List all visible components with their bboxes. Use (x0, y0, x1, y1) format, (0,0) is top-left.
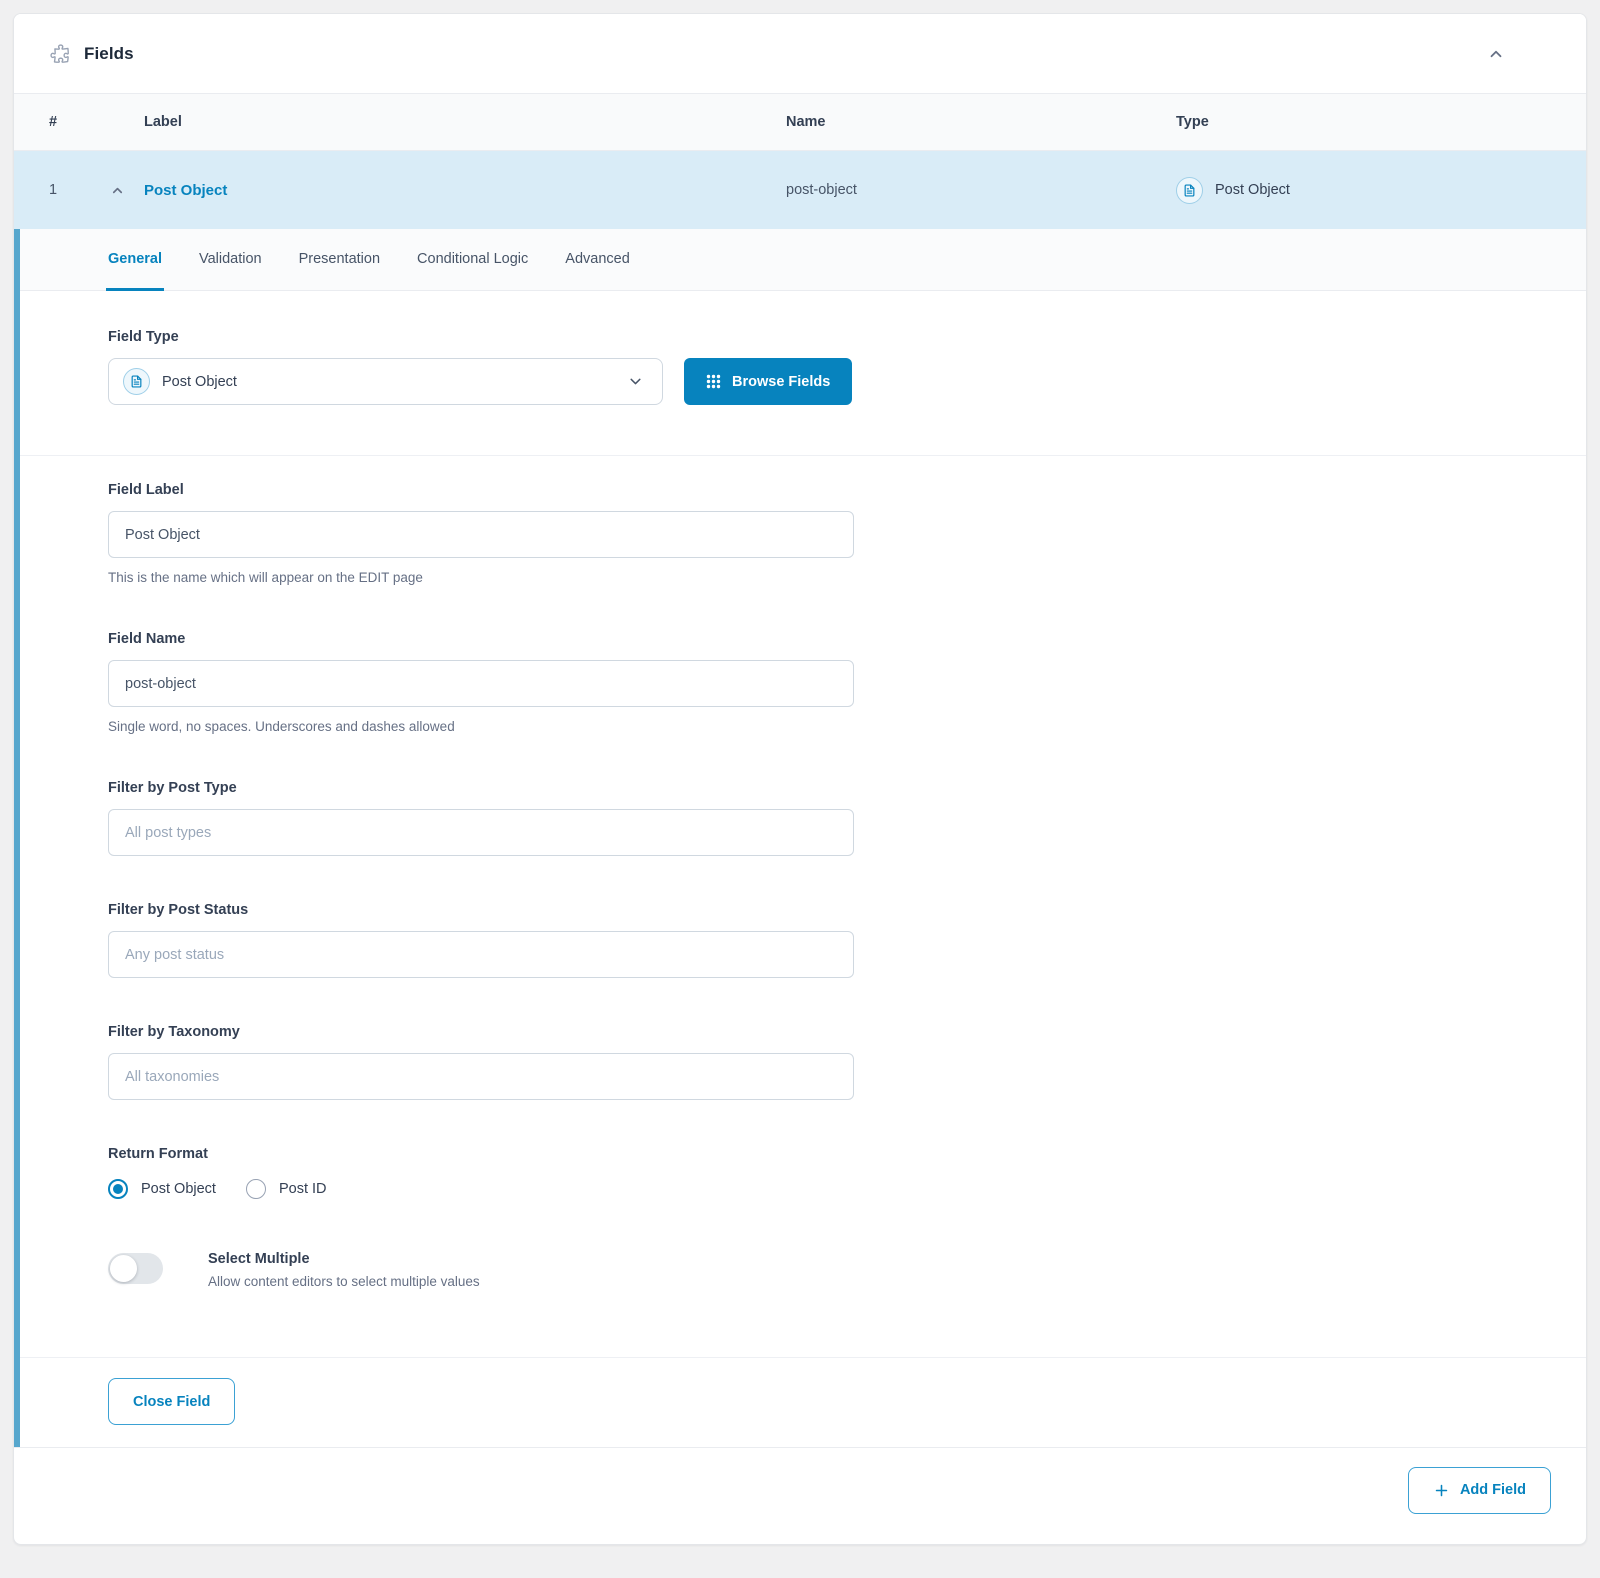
post-object-type-icon (1176, 176, 1203, 204)
return-format-label: Return Format (108, 1146, 208, 1162)
column-header-label: Label (144, 114, 182, 130)
settings-footer: Close Field (20, 1357, 1586, 1447)
return-format-options: Post Object Post ID (108, 1179, 1586, 1199)
radio-option-label: Post Object (141, 1181, 216, 1197)
close-field-button[interactable]: Close Field (108, 1378, 236, 1425)
section-divider (20, 455, 1586, 456)
field-row-name: post-object (786, 182, 857, 198)
toggle-knob (110, 1255, 137, 1282)
filter-post-status-label: Filter by Post Status (108, 902, 249, 918)
filter-post-status-input[interactable] (108, 931, 854, 978)
select-multiple-setting: Select Multiple Allow content editors to… (108, 1251, 1586, 1289)
panel-header: Fields (14, 14, 1586, 94)
filter-taxonomy-input[interactable] (108, 1053, 854, 1100)
radio-unselected-icon[interactable] (245, 1179, 266, 1199)
panel-footer: Add Field (14, 1447, 1586, 1532)
add-field-button[interactable]: Add Field (1407, 1466, 1551, 1514)
column-header-number: # (49, 114, 58, 130)
select-multiple-label: Select Multiple (208, 1251, 310, 1267)
tab-advanced[interactable]: Advanced (565, 250, 630, 267)
field-type-select[interactable]: Post Object (108, 358, 663, 405)
panel-collapse-button[interactable] (1483, 41, 1509, 67)
field-settings-panel: General Validation Presentation Conditio… (14, 229, 1586, 1447)
fields-panel: Fields # Label Name Type 1 Post Object p… (13, 13, 1587, 1545)
column-header-name: Name (786, 114, 826, 130)
filter-post-type-label: Filter by Post Type (108, 780, 237, 796)
add-field-button-label: Add Field (1459, 1482, 1526, 1498)
chevron-up-icon (1490, 50, 1502, 57)
settings-tab-bar: General Validation Presentation Conditio… (20, 229, 1586, 291)
field-row-collapse-button[interactable] (106, 179, 128, 201)
radio-option-post-object[interactable]: Post Object (108, 1179, 216, 1199)
field-row-type-label: Post Object (1215, 182, 1290, 198)
browse-fields-button[interactable]: Browse Fields (684, 358, 853, 405)
field-row-post-object[interactable]: 1 Post Object post-object Post Object (14, 151, 1586, 229)
filter-taxonomy-label: Filter by Taxonomy (108, 1024, 240, 1040)
field-label-label: Field Label (108, 482, 184, 498)
filter-post-type-input[interactable] (108, 809, 854, 856)
tab-general[interactable]: General (106, 229, 164, 291)
settings-content: Field Type Post Object (20, 291, 1586, 1289)
plus-icon (1435, 1484, 1448, 1496)
field-row-number: 1 (49, 182, 58, 198)
field-row-label-link[interactable]: Post Object (144, 181, 228, 199)
select-multiple-toggle[interactable] (108, 1253, 163, 1284)
browse-fields-button-label: Browse Fields (732, 373, 831, 390)
field-row-type: Post Object (1176, 176, 1586, 204)
panel-title: Fields (84, 43, 134, 63)
tab-presentation[interactable]: Presentation (298, 250, 381, 267)
grid-icon (706, 374, 721, 389)
field-type-label: Field Type (108, 329, 179, 345)
field-name-label: Field Name (108, 631, 186, 647)
radio-option-post-id[interactable]: Post ID (245, 1179, 327, 1199)
radio-selected-icon[interactable] (108, 1179, 128, 1199)
select-multiple-description: Allow content editors to select multiple… (208, 1274, 480, 1289)
field-label-hint: This is the name which will appear on th… (108, 570, 423, 585)
chevron-up-icon (112, 187, 122, 193)
tab-validation[interactable]: Validation (199, 250, 262, 267)
tab-conditional-logic[interactable]: Conditional Logic (417, 250, 529, 267)
field-name-input[interactable] (108, 660, 854, 707)
field-label-input[interactable] (108, 511, 854, 558)
radio-option-label: Post ID (278, 1181, 327, 1197)
close-field-button-label: Close Field (133, 1393, 211, 1410)
field-type-selected-value: Post Object (162, 373, 237, 390)
fields-table-header: # Label Name Type (14, 94, 1586, 151)
puzzle-icon (50, 43, 69, 63)
chevron-down-icon (627, 373, 644, 390)
column-header-type: Type (1176, 114, 1209, 130)
post-object-type-icon (123, 368, 150, 395)
field-name-hint: Single word, no spaces. Underscores and … (108, 719, 455, 734)
